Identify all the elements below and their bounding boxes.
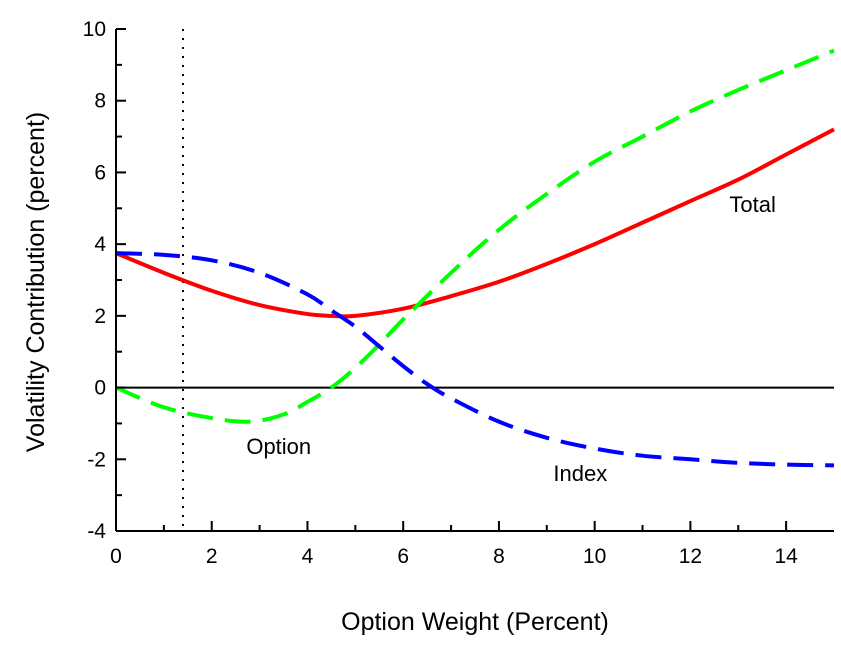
series-labels-layer: Total Option Index: [246, 192, 776, 486]
x-tick-label: 14: [774, 545, 798, 568]
y-tick-label: 6: [94, 161, 106, 184]
series-line-index: [115, 251, 835, 468]
series-line-option: [115, 48, 835, 424]
y-tick-label: -2: [87, 448, 106, 471]
y-tick-label: -4: [87, 520, 106, 543]
x-tick-label: 4: [302, 545, 314, 568]
x-tick-label: 12: [679, 545, 702, 568]
y-tick-label: 4: [94, 233, 106, 256]
y-axis-title: Volatility Contribution (percent): [22, 112, 50, 452]
series-label-index: Index: [553, 461, 607, 486]
x-tick-label: 2: [206, 545, 218, 568]
x-tick-label: 10: [583, 545, 606, 568]
x-tick-label: 6: [397, 545, 409, 568]
x-tick-label: 8: [493, 545, 505, 568]
y-tick-label: 10: [83, 18, 106, 41]
ticks-layer: 0 2 4 6 8 10 12 14 -4 -2 0 2 4 6 8 10: [83, 18, 798, 568]
y-tick-label: 2: [94, 305, 106, 328]
series-layer: [115, 48, 835, 468]
series-label-total: Total: [729, 192, 775, 217]
axes-layer: [115, 29, 834, 532]
x-axis-title: Option Weight (Percent): [341, 608, 609, 636]
y-tick-label: 8: [94, 90, 106, 113]
x-tick-label: 0: [110, 545, 122, 568]
series-label-option: Option: [246, 434, 311, 459]
y-tick-label: 0: [94, 377, 106, 400]
series-line-total: [115, 127, 835, 319]
